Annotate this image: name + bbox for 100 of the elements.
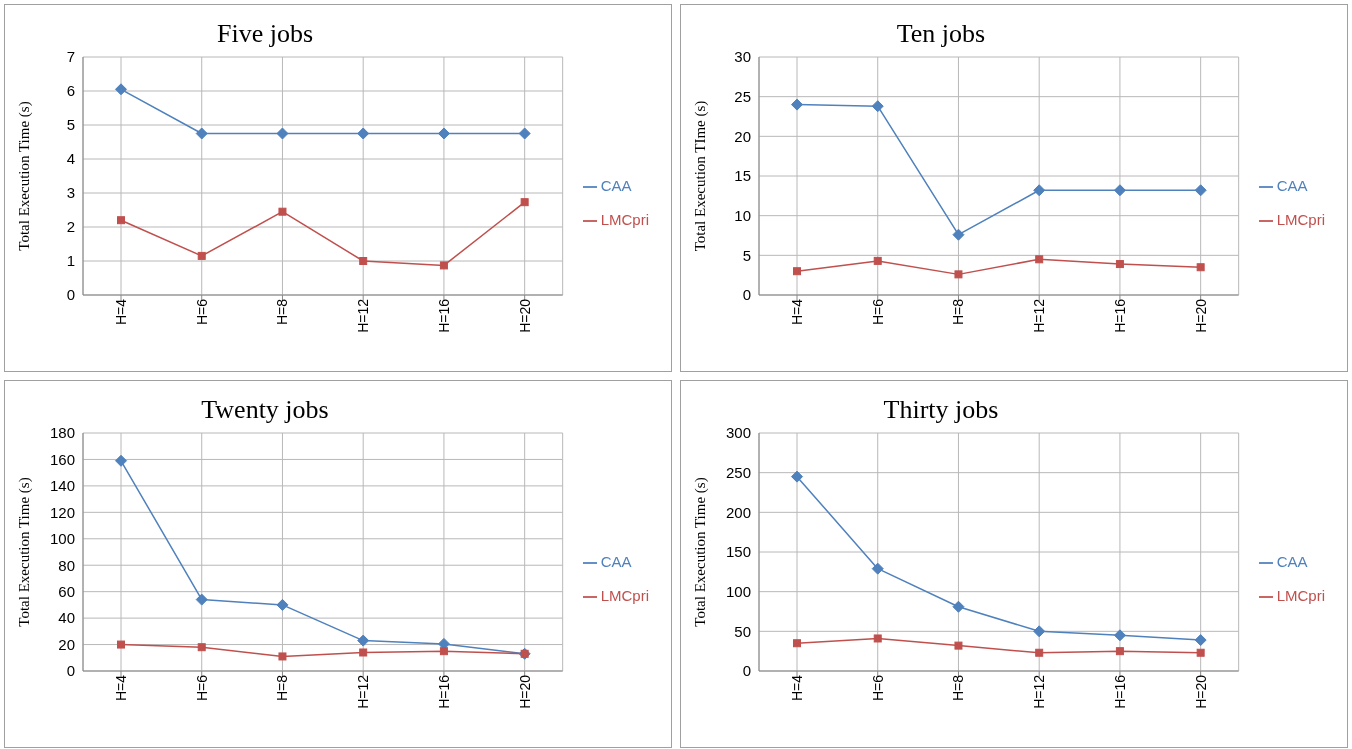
x-tick-label: H=8 [274,298,291,326]
x-tick-label: H=16 [1111,298,1128,333]
point [793,267,801,276]
y-tick-label: 50 [734,622,751,640]
point [278,652,287,661]
point [117,216,125,225]
y-tick-label: 6 [66,82,75,100]
chart-title: Five jobs [215,19,315,49]
x-tick-label: H=6 [193,674,210,702]
point [1196,648,1205,657]
y-tick-label: 0 [66,662,75,680]
y-tick-label: 3 [66,184,75,202]
y-tick-label: 4 [66,150,75,168]
chart-title: Thirty jobs [882,395,1000,425]
point [520,198,529,207]
x-tick-label: H=20 [516,674,533,709]
y-tick-label: 5 [66,116,75,134]
x-tick-label: H=16 [1111,674,1128,709]
chart-title: Twenty jobs [200,395,330,425]
y-tick-label: 160 [49,450,75,468]
y-tick-label: 80 [58,556,75,574]
point [439,647,448,656]
y-tick-label: 100 [725,582,751,600]
point [276,127,289,140]
y-tick-label: 0 [66,286,75,304]
y-tick-label: 0 [742,286,751,304]
x-tick-label: H=8 [950,674,967,702]
point [1196,263,1205,272]
point [197,251,206,260]
point [1115,647,1124,656]
point [518,127,531,140]
y-tick-label: 15 [734,167,751,185]
point [793,639,801,648]
x-tick-label: H=16 [435,674,452,709]
point [873,634,882,643]
point [1035,255,1044,264]
x-tick-label: H=4 [112,674,129,702]
y-tick-label: 20 [734,127,751,145]
point [1194,634,1207,647]
point [117,640,125,649]
point [954,641,963,650]
y-axis-title: Total Execution Time (s) [16,101,34,251]
y-tick-label: 30 [734,48,751,66]
point [278,207,287,216]
y-tick-label: 0 [742,662,751,680]
y-tick-label: 7 [66,48,75,66]
y-tick-label: 1 [66,252,75,270]
point [871,562,884,575]
legend-label: CAA [600,177,632,194]
x-tick-label: H=4 [788,298,805,326]
y-axis-title: Total Execution Time (s) [16,477,34,627]
point [1113,629,1126,642]
point [791,98,803,111]
point [197,643,206,652]
point [952,600,965,613]
point [437,127,450,140]
point [791,470,803,483]
point [1035,648,1044,657]
x-tick-label: H=20 [1192,298,1209,333]
point [115,454,127,467]
y-tick-label: 40 [58,609,75,627]
point [1113,184,1126,197]
point [1033,625,1046,638]
y-tick-label: 180 [49,424,75,442]
x-tick-label: H=6 [869,298,886,326]
y-tick-label: 250 [725,463,751,481]
x-tick-label: H=8 [274,674,291,702]
legend-label: LMCpri [600,587,649,604]
legend-label: CAA [1276,177,1308,194]
legend-label: CAA [1276,553,1308,570]
point [195,593,208,606]
point [359,648,368,657]
y-tick-label: 150 [725,543,751,561]
y-tick-label: 25 [734,87,751,105]
x-tick-label: H=12 [1031,298,1048,333]
point [1115,260,1124,269]
y-axis-title: Total Execution Time (s) [692,477,710,627]
y-tick-label: 20 [58,635,75,653]
y-tick-label: 2 [66,218,75,236]
point [954,270,963,279]
x-tick-label: H=12 [355,298,372,333]
x-tick-label: H=6 [193,298,210,326]
x-tick-label: H=16 [435,298,452,333]
y-tick-label: 300 [725,424,751,442]
legend-label: LMCpri [600,211,649,228]
point [195,127,208,140]
y-tick-label: 120 [49,503,75,521]
x-tick-label: H=6 [869,674,886,702]
x-tick-label: H=12 [355,674,372,709]
point [357,634,370,647]
point [873,256,882,265]
chart-title: Ten jobs [895,19,987,49]
x-tick-label: H=20 [516,298,533,333]
y-axis-title: Total Execution TIme (s) [692,100,710,252]
point [276,598,289,611]
y-tick-label: 60 [58,582,75,600]
point [359,257,368,265]
point [871,100,884,113]
y-tick-label: 10 [734,206,751,224]
point [1194,184,1207,197]
